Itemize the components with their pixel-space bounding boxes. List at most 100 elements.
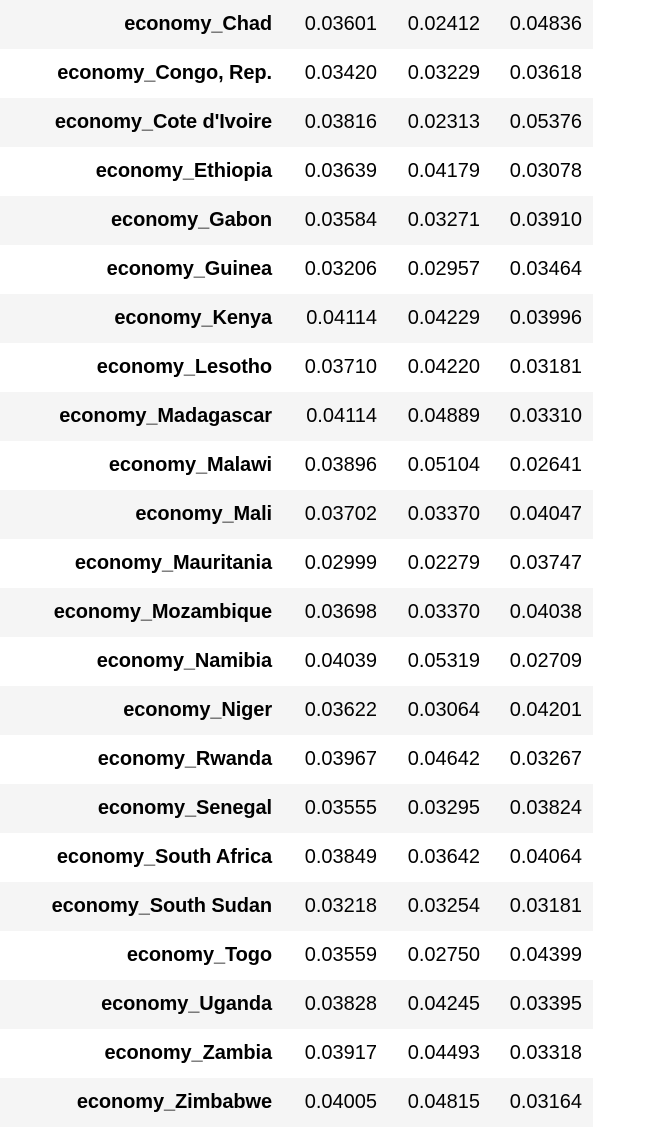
row-label: economy_Mozambique bbox=[53, 601, 272, 623]
table-cell-col-1: 0.04005 bbox=[304, 1091, 377, 1113]
table-row: economy_Mauritania 0.02999 0.02279 0.03747 bbox=[0, 539, 593, 588]
table-cell-col-1: 0.03601 bbox=[304, 13, 377, 35]
table-cell-col-3: 0.03164 bbox=[509, 1091, 582, 1113]
row-label: economy_Niger bbox=[123, 699, 272, 721]
table-cell-col-1: 0.03639 bbox=[304, 160, 377, 182]
table-row: economy_Uganda 0.03828 0.04245 0.03395 bbox=[0, 980, 593, 1029]
table-row: economy_Togo 0.03559 0.02750 0.04399 bbox=[0, 931, 593, 980]
table-cell-col-1: 0.03702 bbox=[304, 503, 377, 525]
row-label: economy_Chad bbox=[124, 13, 272, 35]
table-cell-col-3: 0.04047 bbox=[509, 503, 582, 525]
table-row: economy_Gabon 0.03584 0.03271 0.03910 bbox=[0, 196, 593, 245]
row-label: economy_Guinea bbox=[106, 258, 272, 280]
row-label: economy_Congo, Rep. bbox=[57, 62, 272, 84]
table-cell-col-1: 0.03967 bbox=[304, 748, 377, 770]
table-cell-col-2: 0.04642 bbox=[407, 748, 480, 770]
table-cell-col-2: 0.03642 bbox=[407, 846, 480, 868]
table-cell-col-1: 0.03555 bbox=[304, 797, 377, 819]
table-cell-col-2: 0.02412 bbox=[407, 13, 480, 35]
table-cell-col-1: 0.03828 bbox=[304, 993, 377, 1015]
table-cell-col-1: 0.03698 bbox=[304, 601, 377, 623]
table-cell-col-2: 0.03370 bbox=[407, 601, 480, 623]
table-cell-col-1: 0.04039 bbox=[304, 650, 377, 672]
table-cell-col-2: 0.04179 bbox=[407, 160, 480, 182]
table-row: economy_Rwanda 0.03967 0.04642 0.03267 bbox=[0, 735, 593, 784]
row-label: economy_Zimbabwe bbox=[76, 1091, 272, 1113]
table-cell-col-2: 0.03370 bbox=[407, 503, 480, 525]
table-row: economy_Malawi 0.03896 0.05104 0.02641 bbox=[0, 441, 593, 490]
table-row: economy_Niger 0.03622 0.03064 0.04201 bbox=[0, 686, 593, 735]
table-cell-col-1: 0.03710 bbox=[304, 356, 377, 378]
table-cell-col-2: 0.03295 bbox=[407, 797, 480, 819]
table-cell-col-1: 0.03896 bbox=[304, 454, 377, 476]
table-row: economy_Ethiopia 0.03639 0.04179 0.03078 bbox=[0, 147, 593, 196]
table-cell-col-3: 0.03078 bbox=[509, 160, 582, 182]
table-row: economy_Kenya 0.04114 0.04229 0.03996 bbox=[0, 294, 593, 343]
table-cell-col-1: 0.04114 bbox=[306, 405, 377, 427]
table-row: economy_Senegal 0.03555 0.03295 0.03824 bbox=[0, 784, 593, 833]
table-cell-col-2: 0.02313 bbox=[407, 111, 480, 133]
table-cell-col-3: 0.03310 bbox=[509, 405, 582, 427]
table-cell-col-1: 0.03816 bbox=[304, 111, 377, 133]
table-cell-col-2: 0.04889 bbox=[407, 405, 480, 427]
row-label: economy_Togo bbox=[126, 944, 272, 966]
table-row: economy_Madagascar 0.04114 0.04889 0.03310 bbox=[0, 392, 593, 441]
table-cell-col-2: 0.04245 bbox=[407, 993, 480, 1015]
row-label: economy_Cote d'Ivoire bbox=[54, 111, 272, 133]
table-cell-col-2: 0.04493 bbox=[407, 1042, 480, 1064]
row-label: economy_Ethiopia bbox=[95, 160, 272, 182]
table-row: economy_Guinea 0.03206 0.02957 0.03464 bbox=[0, 245, 593, 294]
table-cell-col-2: 0.03271 bbox=[407, 209, 480, 231]
table-row: economy_Zimbabwe 0.04005 0.04815 0.03164 bbox=[0, 1078, 593, 1127]
table-row: economy_Congo, Rep. 0.03420 0.03229 0.03618 bbox=[0, 49, 593, 98]
table-cell-col-3: 0.03267 bbox=[509, 748, 582, 770]
table-cell-col-2: 0.02279 bbox=[407, 552, 480, 574]
table-row: economy_South Sudan 0.03218 0.03254 0.03181 bbox=[0, 882, 593, 931]
row-label: economy_South Africa bbox=[56, 846, 272, 868]
table-cell-col-1: 0.03420 bbox=[304, 62, 377, 84]
row-label: economy_Mauritania bbox=[74, 552, 272, 574]
row-label: economy_South Sudan bbox=[51, 895, 272, 917]
table-cell-col-1: 0.03206 bbox=[304, 258, 377, 280]
table-cell-col-2: 0.03254 bbox=[407, 895, 480, 917]
table-cell-col-1: 0.03218 bbox=[304, 895, 377, 917]
table-cell-col-3: 0.03181 bbox=[509, 895, 582, 917]
row-label: economy_Malawi bbox=[108, 454, 272, 476]
table-cell-col-3: 0.03910 bbox=[509, 209, 582, 231]
table-cell-col-3: 0.04038 bbox=[509, 601, 582, 623]
table-cell-col-1: 0.03917 bbox=[304, 1042, 377, 1064]
table-cell-col-1: 0.03559 bbox=[304, 944, 377, 966]
row-label: economy_Senegal bbox=[97, 797, 272, 819]
table-cell-col-2: 0.03064 bbox=[407, 699, 480, 721]
table-cell-col-1: 0.03584 bbox=[304, 209, 377, 231]
table-row: economy_Mali 0.03702 0.03370 0.04047 bbox=[0, 490, 593, 539]
table-cell-col-1: 0.02999 bbox=[304, 552, 377, 574]
row-label: economy_Namibia bbox=[96, 650, 272, 672]
row-label: economy_Uganda bbox=[101, 993, 272, 1015]
table-cell-col-2: 0.04815 bbox=[407, 1091, 480, 1113]
table-row: economy_Chad 0.03601 0.02412 0.04836 bbox=[0, 0, 593, 49]
table-cell-col-3: 0.03824 bbox=[509, 797, 582, 819]
table-cell-col-3: 0.04399 bbox=[509, 944, 582, 966]
table-cell-col-2: 0.05319 bbox=[407, 650, 480, 672]
table-cell-col-1: 0.03849 bbox=[304, 846, 377, 868]
table-cell-col-2: 0.04220 bbox=[407, 356, 480, 378]
table-cell-col-2: 0.02957 bbox=[407, 258, 480, 280]
table-row: economy_Lesotho 0.03710 0.04220 0.03181 bbox=[0, 343, 593, 392]
row-label: economy_Kenya bbox=[114, 307, 272, 329]
table-cell-col-2: 0.05104 bbox=[407, 454, 480, 476]
table-cell-col-3: 0.03996 bbox=[509, 307, 582, 329]
dataframe-output: economy_Chad 0.03601 0.02412 0.04836 economy… bbox=[51, 13, 582, 1113]
table-row: economy_Zambia 0.03917 0.04493 0.03318 bbox=[0, 1029, 593, 1078]
table-cell-col-3: 0.03464 bbox=[509, 258, 582, 280]
row-label: economy_Madagascar bbox=[59, 405, 272, 427]
table-body: economy_Chad 0.03601 0.02412 0.04836 economy… bbox=[0, 0, 593, 1127]
table-cell-col-3: 0.03618 bbox=[509, 62, 582, 84]
row-label: economy_Rwanda bbox=[97, 748, 272, 770]
table-cell-col-1: 0.04114 bbox=[306, 307, 377, 329]
table-row: economy_Mozambique 0.03698 0.03370 0.04038 bbox=[0, 588, 593, 637]
row-label: economy_Mali bbox=[135, 503, 272, 525]
table-cell-col-3: 0.04201 bbox=[509, 699, 582, 721]
table-cell-col-3: 0.03318 bbox=[509, 1042, 582, 1064]
table-cell-col-3: 0.03747 bbox=[509, 552, 582, 574]
